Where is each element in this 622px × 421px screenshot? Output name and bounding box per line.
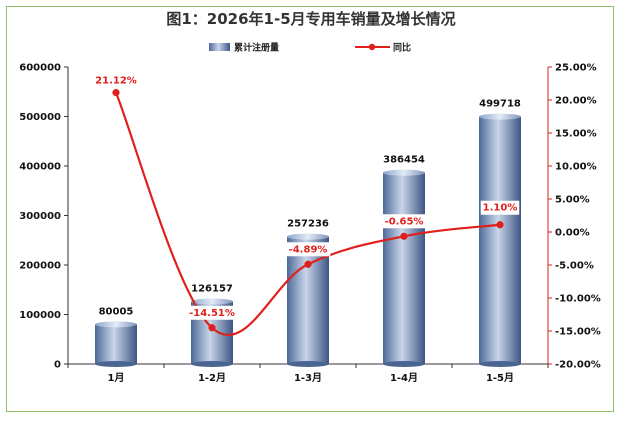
x-axis-category-label: 1月 (108, 372, 125, 384)
left-axis-tick-label: 0 (54, 360, 61, 371)
chart-title: 图1：2026年1-5月专用车销量及增长情况 (166, 10, 456, 28)
bar-base (479, 361, 521, 367)
bar-cap (287, 233, 329, 240)
legend-line-marker (368, 43, 376, 51)
bars (95, 113, 521, 367)
bar-body (95, 324, 137, 364)
bar-cap (383, 169, 425, 176)
right-axis-tick-label: -20.00% (555, 360, 601, 371)
bar (479, 113, 521, 367)
yoy-label-bg (285, 242, 331, 257)
yoy-line-path (114, 92, 501, 337)
bar-value-label: 386454 (383, 155, 425, 166)
left-axis-tick-label: 300000 (19, 211, 61, 222)
bar-base (287, 361, 329, 367)
yoy-value-label: -14.51% (189, 308, 235, 319)
left-axis-tick-label: 500000 (19, 112, 61, 123)
legend-bar-swatch (209, 43, 230, 51)
left-axis-tick-label: 100000 (19, 310, 61, 321)
bar (95, 321, 137, 367)
yoy-point (112, 89, 120, 97)
legend-bar-label: 累计注册量 (234, 42, 279, 54)
x-axis-category-label: 1-2月 (198, 372, 226, 384)
yoy-line (112, 89, 504, 337)
bar-base (191, 361, 233, 367)
yoy-point (304, 260, 312, 268)
bar-cap (95, 321, 137, 328)
right-axis-tick-label: 20.00% (555, 96, 597, 107)
bar-value-label: 80005 (99, 306, 134, 317)
x-axis-category-label: 1-3月 (294, 372, 322, 384)
yoy-point (208, 324, 216, 332)
bar-body (479, 116, 521, 364)
bar-cap (191, 298, 233, 305)
yoy-value-label: 1.10% (483, 203, 518, 214)
right-axis-tick-label: -5.00% (555, 261, 594, 272)
bar-value-label: 257236 (287, 219, 329, 230)
yoy-label-bg (381, 214, 427, 229)
x-axis-category-label: 1-5月 (486, 372, 514, 384)
bar-cap (479, 113, 521, 120)
left-axis-tick-label: 600000 (19, 63, 61, 74)
yoy-value-label: -4.89% (289, 244, 328, 255)
right-axis-tick-label: 0.00% (555, 228, 590, 239)
right-axis-tick-label: 10.00% (555, 162, 597, 173)
yoy-point (400, 232, 408, 240)
legend-line-label: 同比 (393, 42, 411, 54)
bar-base (383, 361, 425, 367)
right-axis-tick-label: -10.00% (555, 294, 601, 305)
data-labels: 80005 126157 257236 386454 499718 21.12% -14.5… (95, 76, 521, 320)
right-axis-tick-label: 15.00% (555, 129, 597, 140)
left-axis-tick-label: 400000 (19, 162, 61, 173)
bar-value-label: 499718 (479, 99, 521, 110)
bar-body (383, 172, 425, 364)
bar (383, 169, 425, 367)
right-axis-tick-label: 5.00% (555, 195, 590, 206)
yoy-point (496, 221, 504, 229)
right-axis-tick-label: -15.00% (555, 327, 601, 338)
yoy-label-bg (480, 200, 520, 215)
yoy-value-label: -0.65% (385, 216, 424, 227)
axes: 0 100000 200000 300000 400000 500000 600000 -20… (19, 63, 601, 385)
right-axis-tick-label: 25.00% (555, 63, 597, 74)
yoy-label-bg (186, 305, 238, 320)
bar-base (95, 361, 137, 367)
x-axis-category-label: 1-4月 (390, 372, 418, 384)
yoy-value-label: 21.12% (95, 76, 137, 87)
bar-value-label: 126157 (191, 284, 233, 295)
left-axis-tick-label: 200000 (19, 261, 61, 272)
legend: 累计注册量 同比 (209, 42, 411, 54)
